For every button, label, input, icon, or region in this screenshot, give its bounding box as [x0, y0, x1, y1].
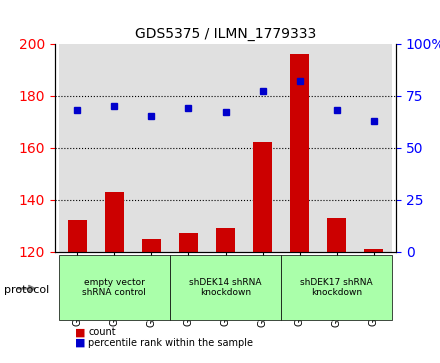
Bar [355, 44, 392, 252]
FancyBboxPatch shape [170, 255, 281, 319]
Text: shDEK14 shRNA
knockdown: shDEK14 shRNA knockdown [189, 278, 262, 297]
Text: shDEK17 shRNA
knockdown: shDEK17 shRNA knockdown [301, 278, 373, 297]
Bar [96, 44, 133, 252]
Bar [244, 44, 281, 252]
Bar [318, 44, 355, 252]
Text: percentile rank within the sample: percentile rank within the sample [88, 338, 253, 348]
Bar [290, 54, 309, 252]
Bar [170, 44, 207, 252]
Bar [216, 228, 235, 252]
Bar [133, 44, 170, 252]
Text: empty vector
shRNA control: empty vector shRNA control [82, 278, 146, 297]
Bar [281, 44, 318, 252]
Bar [68, 220, 87, 252]
Bar [253, 142, 272, 252]
Bar [327, 218, 346, 252]
Text: ■: ■ [75, 327, 85, 337]
Bar [364, 249, 383, 252]
Bar [59, 44, 96, 252]
Text: ■: ■ [75, 338, 85, 348]
FancyBboxPatch shape [59, 255, 170, 319]
Text: protocol: protocol [4, 285, 50, 295]
Bar [105, 192, 124, 252]
Title: GDS5375 / ILMN_1779333: GDS5375 / ILMN_1779333 [135, 27, 316, 41]
FancyBboxPatch shape [281, 255, 392, 319]
Bar [179, 233, 198, 252]
Bar [207, 44, 244, 252]
Bar [142, 239, 161, 252]
Text: count: count [88, 327, 116, 337]
